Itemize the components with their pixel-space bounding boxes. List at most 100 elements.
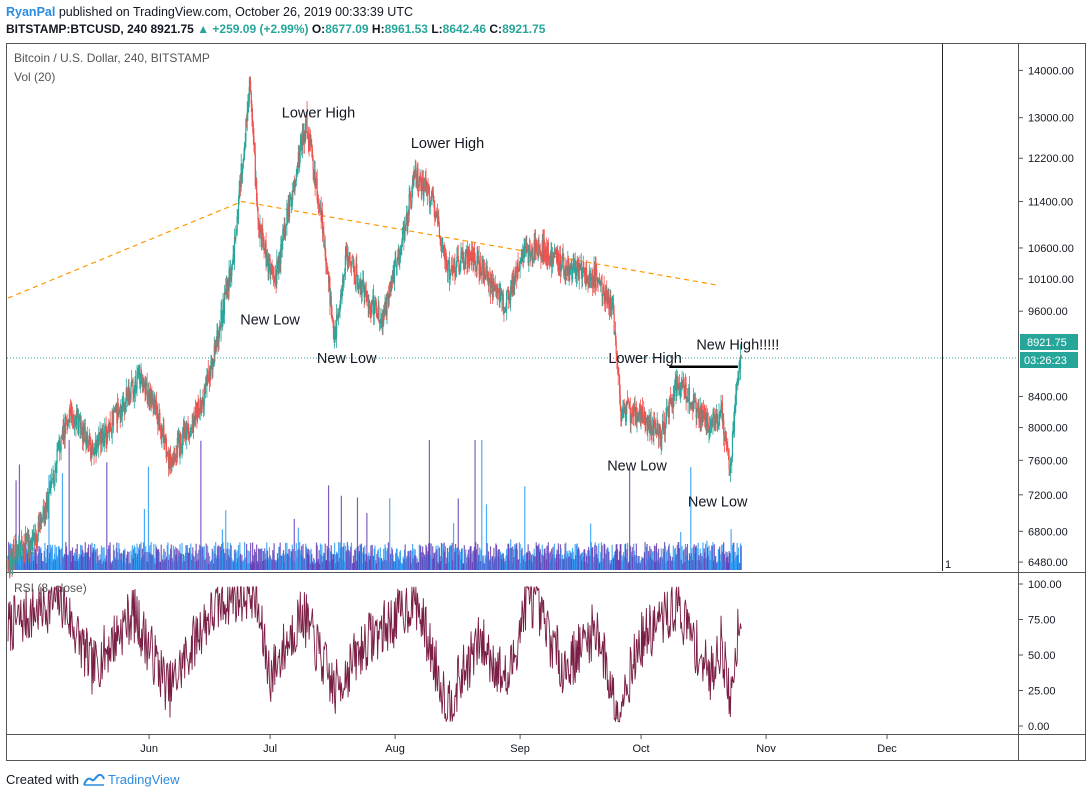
- volume-bar: [469, 548, 471, 570]
- candle-body: [640, 411, 642, 420]
- volume-bar: [329, 551, 332, 570]
- volume-bar: [139, 561, 141, 570]
- volume-bar: [293, 560, 295, 570]
- candle-body: [112, 410, 115, 426]
- volume-bar: [395, 548, 398, 570]
- volume-bar: [76, 543, 78, 570]
- candle-body: [189, 430, 191, 438]
- candle-body: [283, 223, 285, 234]
- candle-body: [573, 263, 575, 272]
- volume-bar: [190, 559, 193, 570]
- volume-bar: [165, 559, 167, 570]
- volume-bar: [448, 546, 451, 570]
- candle-body: [82, 425, 84, 442]
- volume-bar: [256, 560, 258, 570]
- volume-bar: [700, 562, 703, 570]
- volume-bar: [654, 561, 656, 570]
- volume-bar: [163, 560, 166, 570]
- volume-bar: [363, 554, 365, 570]
- volume-bar: [579, 554, 582, 570]
- volume-bar: [626, 549, 628, 570]
- candle-body: [60, 437, 62, 451]
- candle-body: [159, 413, 161, 428]
- volume-bar: [149, 545, 151, 570]
- volume-bar: [653, 545, 656, 570]
- candle-body: [514, 270, 516, 282]
- candle-body: [280, 244, 283, 250]
- volume-bar: [233, 561, 235, 570]
- volume-bar: [616, 543, 618, 570]
- candle-body: [721, 402, 723, 423]
- candle-body: [485, 266, 488, 268]
- candle-body: [313, 170, 316, 177]
- volume-bar: [721, 551, 723, 570]
- candle-body: [581, 268, 584, 278]
- volume-bar: [225, 559, 228, 570]
- candle-body: [405, 223, 407, 231]
- candle-body: [333, 327, 335, 340]
- volume-bar: [645, 563, 647, 570]
- candle-body: [489, 278, 491, 281]
- volume-bar: [534, 556, 537, 570]
- candle-body: [520, 262, 522, 264]
- candle-body: [315, 178, 317, 188]
- volume-bar: [647, 550, 650, 570]
- volume-bar: [518, 542, 521, 570]
- candle-body: [713, 412, 715, 416]
- volume-bar: [114, 557, 116, 570]
- volume-bar: [36, 555, 39, 570]
- candle-body: [311, 148, 314, 159]
- volume-bar: [110, 562, 112, 570]
- candle-body: [659, 424, 661, 432]
- volume-bar: [103, 547, 105, 570]
- candle-body: [272, 276, 275, 278]
- candle-body: [215, 342, 217, 352]
- volume-bar: [33, 546, 35, 570]
- candle-body: [239, 182, 242, 188]
- volume-bar: [401, 563, 403, 570]
- candle-body: [325, 256, 327, 265]
- candle-body: [446, 263, 448, 265]
- candle-body: [411, 177, 414, 188]
- candle-body: [246, 111, 248, 121]
- candle-body: [461, 251, 463, 254]
- volume-bar: [241, 562, 244, 570]
- candle-body: [475, 266, 478, 272]
- volume-bar: [694, 553, 696, 570]
- candle-body: [522, 254, 524, 262]
- candle-body: [253, 136, 255, 145]
- candle-body: [71, 412, 73, 416]
- candle-body: [629, 403, 631, 408]
- candle-body: [504, 310, 506, 314]
- candle-body: [288, 204, 290, 218]
- candle-body: [32, 533, 34, 541]
- candle-body: [579, 266, 581, 270]
- volume-bar: [220, 550, 222, 570]
- candle-body: [117, 403, 119, 414]
- candle-body: [200, 404, 203, 413]
- volume-bar: [77, 561, 79, 570]
- candle-body: [543, 239, 545, 262]
- volume-bar: [104, 558, 106, 570]
- candle-body: [603, 286, 605, 298]
- volume-bar: [125, 563, 127, 570]
- price-tick-label: 12200.00: [1028, 153, 1074, 165]
- author-link[interactable]: RyanPal: [6, 5, 56, 19]
- volume-bar: [383, 559, 385, 570]
- candle-body: [518, 270, 520, 272]
- volume-bar: [381, 560, 383, 570]
- volume-bar: [400, 562, 402, 570]
- chart-canvas[interactable]: 14000.0013000.0012200.0011400.0010600.00…: [0, 0, 1092, 770]
- tradingview-brand-link[interactable]: TradingView: [107, 772, 180, 787]
- candle-body: [446, 263, 449, 272]
- volume-bar: [592, 562, 594, 570]
- volume-bar: [20, 552, 23, 570]
- volume-bar: [718, 549, 720, 570]
- candle-body: [153, 396, 156, 406]
- volume-bar: [713, 544, 715, 570]
- volume-bar: [38, 546, 40, 570]
- candle-body: [688, 387, 690, 400]
- volume-bar: [230, 545, 232, 570]
- volume-bar: [34, 548, 37, 570]
- volume-bar: [444, 551, 446, 570]
